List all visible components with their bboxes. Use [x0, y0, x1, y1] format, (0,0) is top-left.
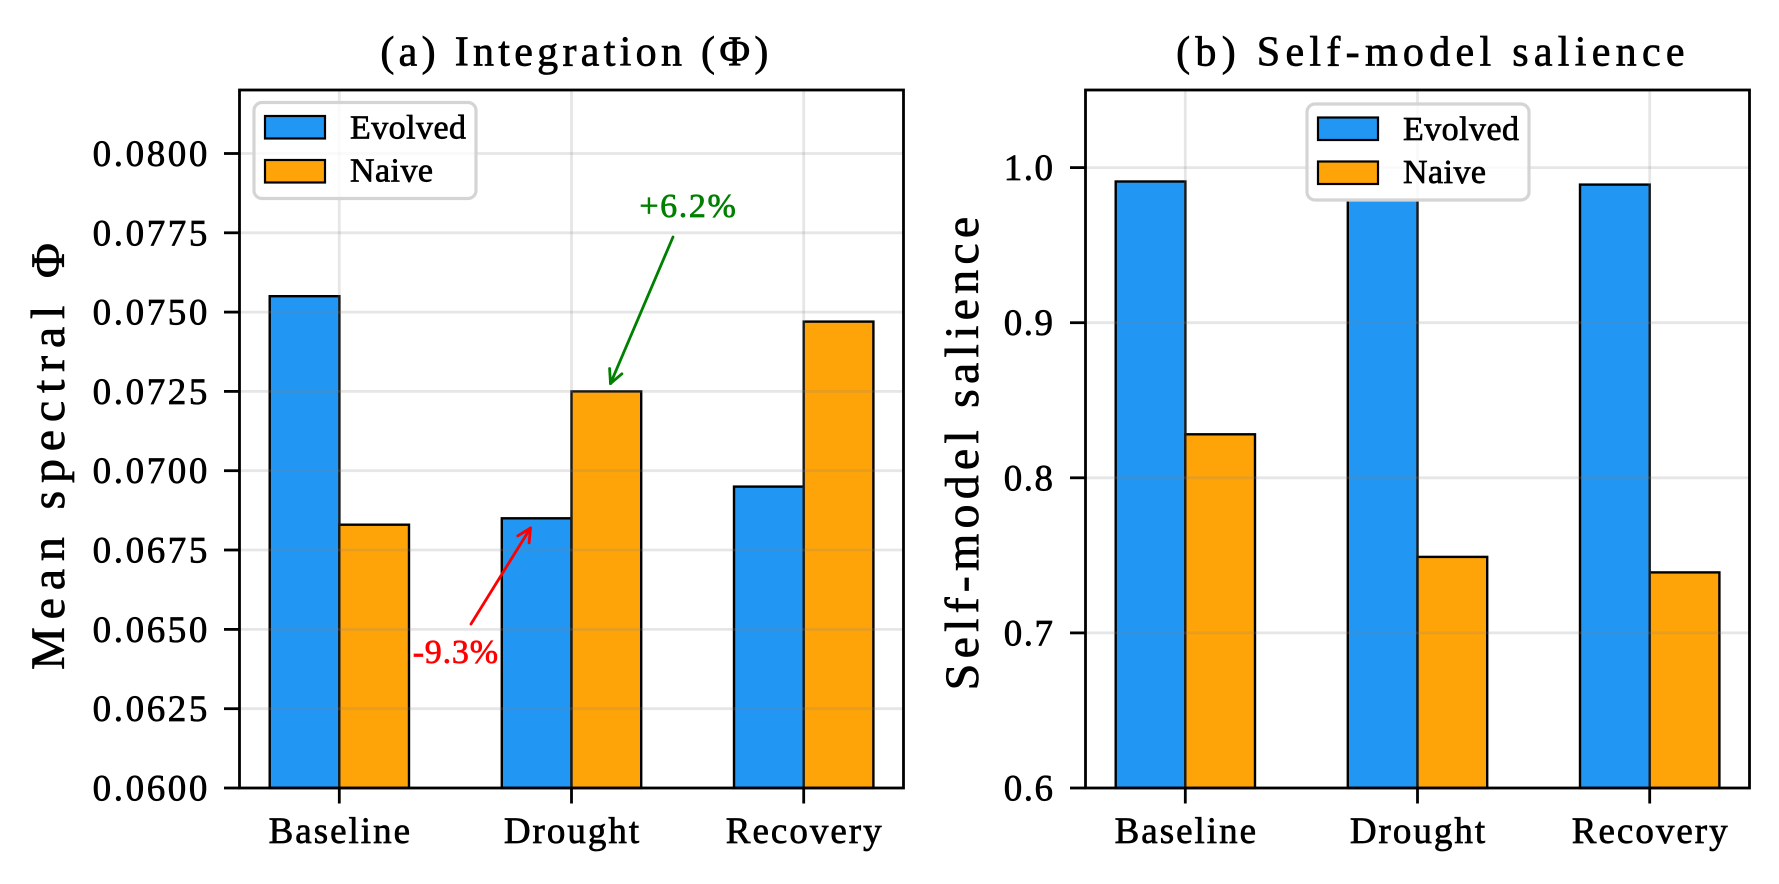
- svg-text:Naive: Naive: [1403, 154, 1486, 191]
- svg-text:Evolved: Evolved: [1403, 111, 1519, 148]
- svg-text:1.0: 1.0: [1004, 148, 1055, 189]
- svg-text:-9.3%: -9.3%: [413, 634, 499, 671]
- svg-text:0.0725: 0.0725: [93, 372, 210, 413]
- svg-text:0.0775: 0.0775: [93, 213, 210, 254]
- svg-text:(b) Self-model salience: (b) Self-model salience: [1176, 30, 1690, 76]
- svg-text:0.8: 0.8: [1004, 458, 1055, 499]
- svg-text:0.0750: 0.0750: [93, 293, 210, 334]
- svg-text:0.7: 0.7: [1004, 613, 1055, 654]
- svg-text:Mean spectral Φ: Mean spectral Φ: [22, 235, 75, 670]
- svg-text:Recovery: Recovery: [726, 811, 884, 852]
- svg-text:0.6: 0.6: [1004, 769, 1055, 810]
- svg-text:0.0625: 0.0625: [93, 689, 210, 730]
- svg-text:Naive: Naive: [350, 153, 433, 190]
- svg-text:0.0800: 0.0800: [93, 134, 210, 175]
- svg-text:+6.2%: +6.2%: [639, 188, 737, 225]
- svg-text:Baseline: Baseline: [1115, 811, 1258, 852]
- svg-text:0.9: 0.9: [1004, 303, 1055, 344]
- svg-text:Evolved: Evolved: [350, 110, 466, 147]
- svg-text:0.0700: 0.0700: [93, 451, 210, 492]
- svg-text:Drought: Drought: [504, 811, 641, 852]
- svg-text:Recovery: Recovery: [1572, 811, 1730, 852]
- svg-text:Baseline: Baseline: [269, 811, 412, 852]
- svg-text:Self-model salience: Self-model salience: [936, 212, 989, 691]
- svg-text:0.0650: 0.0650: [93, 610, 210, 651]
- svg-text:0.0675: 0.0675: [93, 531, 210, 572]
- svg-text:Drought: Drought: [1350, 811, 1487, 852]
- svg-text:0.0600: 0.0600: [93, 769, 210, 810]
- svg-text:(a) Integration (Φ): (a) Integration (Φ): [380, 30, 772, 76]
